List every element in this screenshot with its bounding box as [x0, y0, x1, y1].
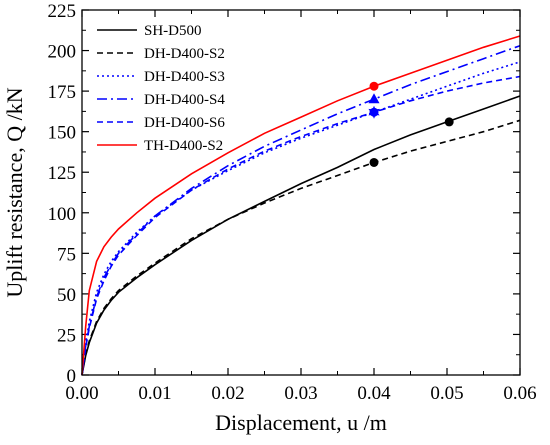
legend-entry: DH-D400-S3	[144, 69, 225, 85]
x-axis-label: Displacement, u /m	[215, 410, 387, 435]
legend-entry: DH-D400-S2	[144, 46, 225, 62]
series-marker	[444, 117, 454, 127]
x-tick-label: 0.00	[65, 383, 98, 404]
x-tick-label: 0.04	[357, 383, 391, 404]
y-tick-label: 50	[57, 285, 76, 306]
legend-entry: TH-D400-S2	[144, 138, 223, 154]
y-axis-label: Uplift resistance, Q /kN	[2, 87, 27, 297]
series-marker	[369, 81, 379, 91]
marker-layer	[368, 81, 454, 167]
legend: SH-D500 DH-D400-S2 DH-D400-S3 DH-D400-S4 DH-…	[97, 23, 225, 154]
ticks-layer: 0.00 0.01 0.02 0.03 0.04 0.05 0.06 0 25 50 75 100 12…	[48, 1, 537, 404]
y-tick-label: 25	[57, 325, 76, 346]
y-tick-label: 175	[48, 82, 77, 103]
y-tick-label: 75	[57, 244, 76, 265]
plot-frame	[81, 9, 521, 376]
legend-entry: DH-D400-S4	[144, 92, 225, 108]
x-tick-label: 0.06	[503, 383, 536, 404]
series-marker	[368, 105, 380, 119]
series-line	[81, 44, 521, 376]
legend-entry: DH-D400-S6	[144, 115, 225, 131]
y-tick-label: 200	[48, 42, 77, 63]
x-tick-label: 0.05	[430, 383, 463, 404]
y-tick-label: 150	[48, 123, 77, 144]
legend-entry: SH-D500	[144, 23, 202, 39]
y-tick-label: 0	[67, 366, 77, 387]
series-line	[81, 119, 521, 376]
y-tick-label: 100	[48, 204, 77, 225]
series-marker	[368, 93, 380, 104]
series-line	[81, 35, 521, 376]
series-line	[81, 75, 521, 376]
y-tick-label: 125	[48, 163, 77, 184]
x-tick-label: 0.02	[211, 383, 244, 404]
y-tick-label: 225	[48, 1, 77, 22]
x-tick-label: 0.01	[138, 383, 171, 404]
series-layer	[81, 35, 521, 376]
series-line	[81, 61, 521, 376]
x-tick-label: 0.03	[284, 383, 317, 404]
series-marker	[369, 157, 379, 167]
